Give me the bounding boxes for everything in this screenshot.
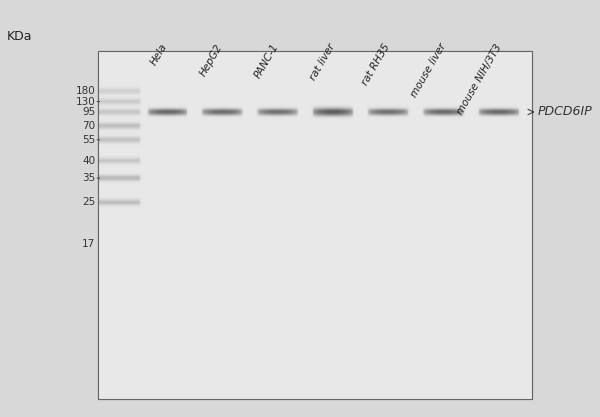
Text: 55: 55 [82,135,95,145]
Text: mouse liver: mouse liver [409,42,448,100]
FancyBboxPatch shape [98,51,532,399]
Text: 130: 130 [76,97,95,107]
Text: 70: 70 [82,121,95,131]
Text: 180: 180 [76,86,95,96]
Text: rat liver: rat liver [308,42,337,82]
Text: 35: 35 [82,173,95,183]
Text: rat RH35: rat RH35 [361,42,392,87]
Text: 17: 17 [82,239,95,249]
Text: 40: 40 [82,156,95,166]
Text: PANC-1: PANC-1 [253,42,281,80]
Text: mouse NIH/3T3: mouse NIH/3T3 [455,42,504,116]
Text: 25: 25 [82,198,95,207]
Text: 95: 95 [82,107,95,117]
Text: KDa: KDa [7,30,32,43]
Text: Hela: Hela [149,42,169,67]
Bar [98,51,532,399]
Text: PDCD6IP: PDCD6IP [538,106,592,118]
Text: HepG2: HepG2 [199,42,225,78]
